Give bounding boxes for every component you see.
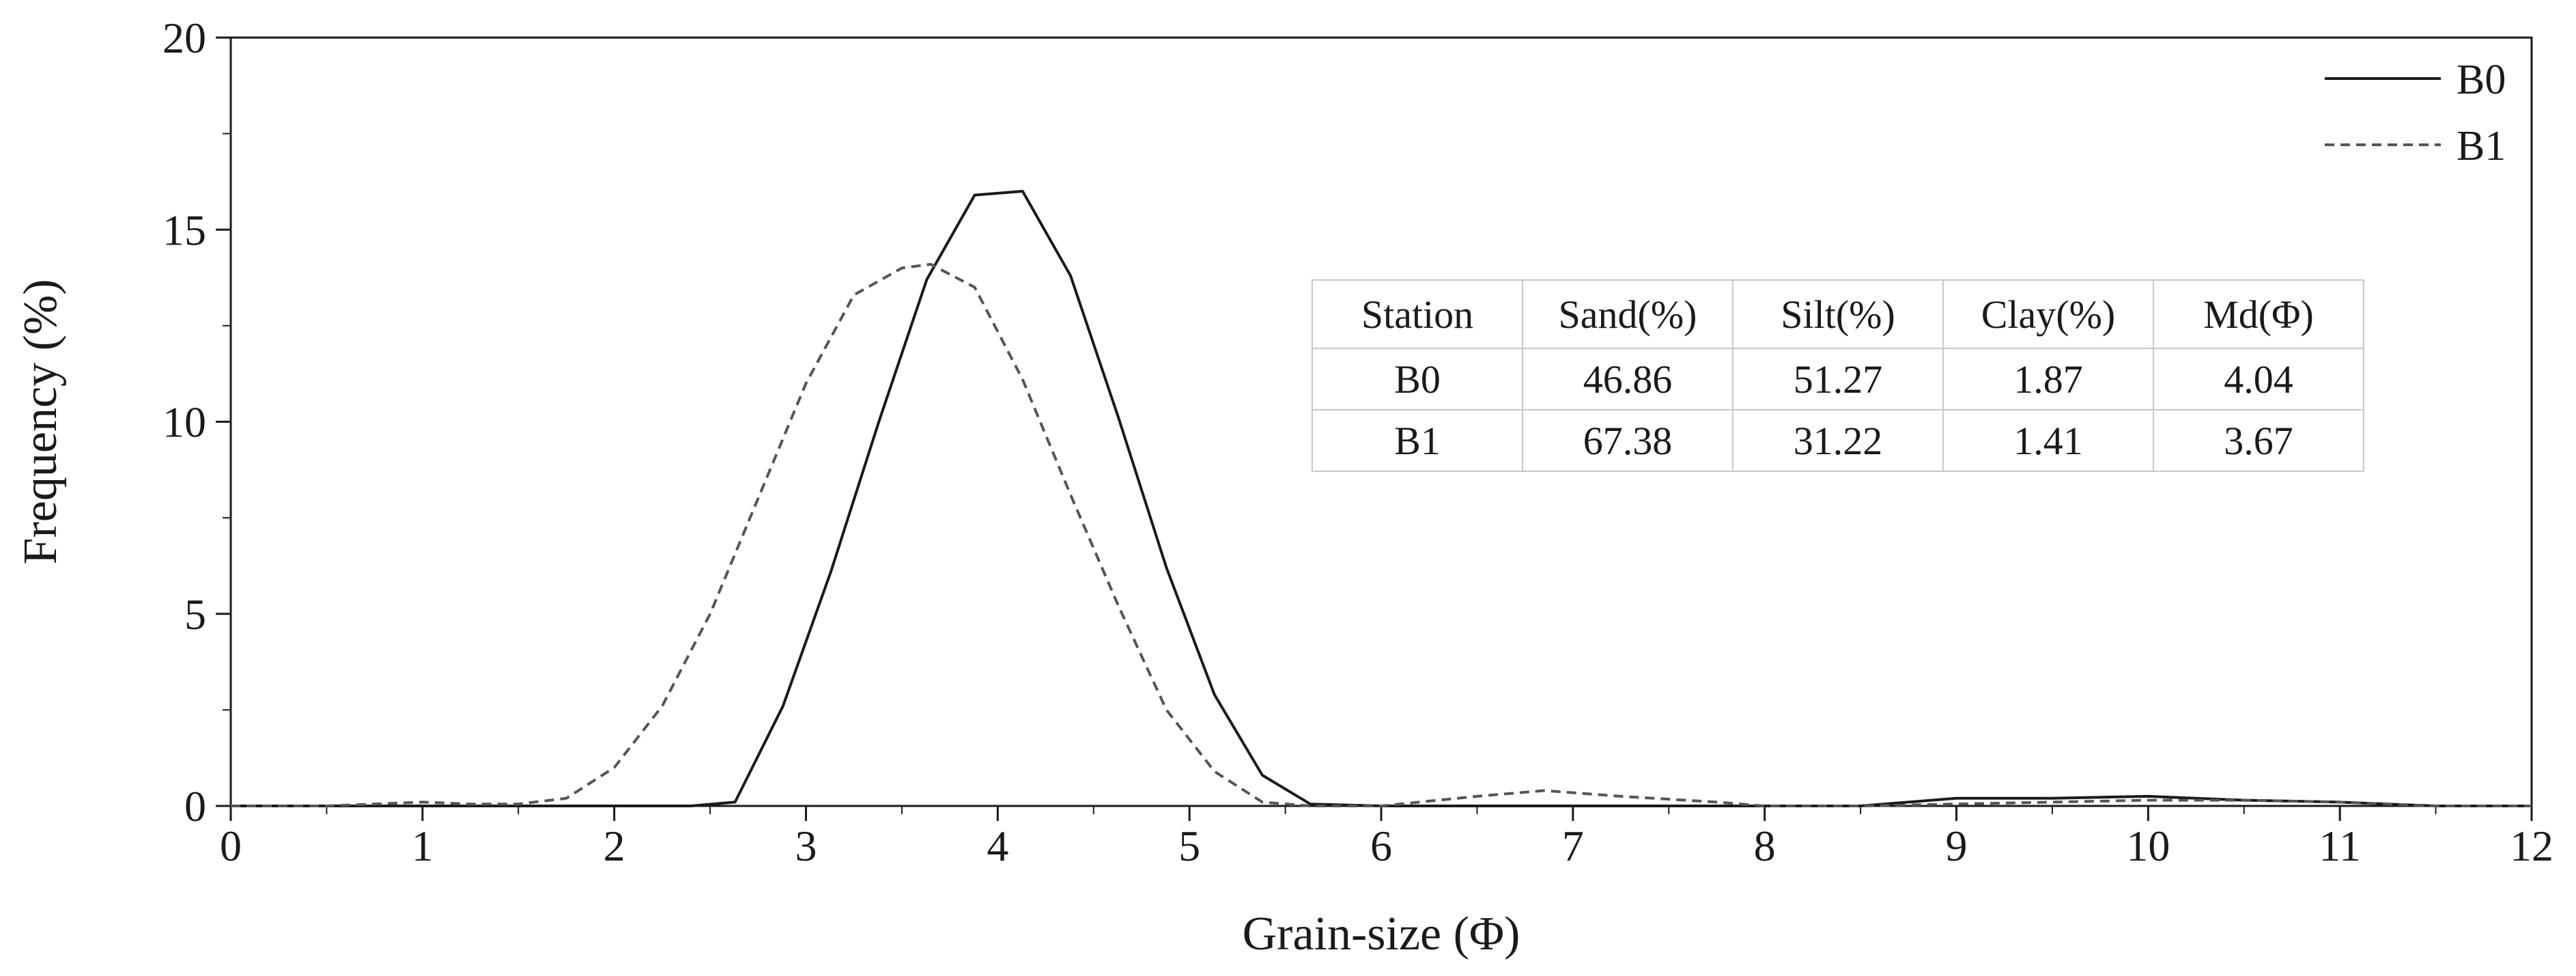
series-lines: [231, 190, 2532, 807]
x-tick-label: 3: [795, 822, 817, 870]
y-tick-label: 20: [162, 14, 206, 62]
table-cell: 51.27: [1794, 357, 1883, 402]
legend-label-b1: B1: [2457, 123, 2506, 169]
y-tick-label: 5: [184, 590, 206, 639]
x-tick-label: 1: [412, 822, 434, 870]
x-tick-label: 8: [1754, 822, 1776, 870]
x-tick-label: 0: [220, 822, 242, 870]
table-cell: 3.67: [2224, 419, 2293, 463]
x-tick-label: 6: [1370, 822, 1392, 870]
table-cell: B1: [1394, 419, 1441, 463]
table-header-cell: Station: [1361, 292, 1473, 337]
y-axis-title: Frequency (%): [14, 279, 67, 565]
series-line-b1: [231, 262, 2532, 807]
table-cell: 46.86: [1583, 357, 1673, 402]
table-header-cell: Silt(%): [1781, 292, 1895, 337]
table-cell: B0: [1394, 357, 1441, 402]
y-tick-label: 10: [162, 398, 206, 447]
x-tick-label: 5: [1178, 822, 1200, 870]
table-header-cell: Md(Φ): [2203, 292, 2314, 337]
table-header-cell: Clay(%): [1981, 292, 2116, 337]
y-tick-label: 0: [184, 782, 206, 831]
x-tick-label: 9: [1946, 822, 1968, 870]
table-cell: 4.04: [2224, 357, 2293, 402]
table-header-cell: Sand(%): [1559, 292, 1697, 337]
legend-label-b0: B0: [2457, 57, 2506, 103]
series-line-b0: [231, 190, 2532, 807]
x-tick-label: 7: [1562, 822, 1584, 870]
y-tick-label: 15: [162, 206, 206, 254]
x-tick-label: 12: [2510, 822, 2553, 870]
table-cell: 1.41: [2013, 419, 2083, 463]
table-frame: [1312, 279, 2364, 472]
x-axis-title: Grain-size (Φ): [1243, 908, 1520, 960]
x-tick-label: 10: [2126, 822, 2170, 870]
table-cell: 31.22: [1794, 419, 1883, 463]
table-cell: 67.38: [1583, 419, 1673, 463]
x-tick-label: 11: [2319, 822, 2361, 870]
x-tick-label: 4: [987, 822, 1008, 870]
x-tick-label: 2: [604, 822, 625, 870]
table-cell: 1.87: [2013, 357, 2083, 402]
stats-table: Station Sand(%) Silt(%) Clay(%) Md(Φ) B0 46.86…: [1312, 279, 2364, 472]
